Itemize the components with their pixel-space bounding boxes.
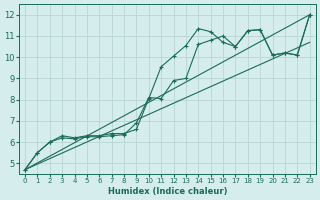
- X-axis label: Humidex (Indice chaleur): Humidex (Indice chaleur): [108, 187, 227, 196]
